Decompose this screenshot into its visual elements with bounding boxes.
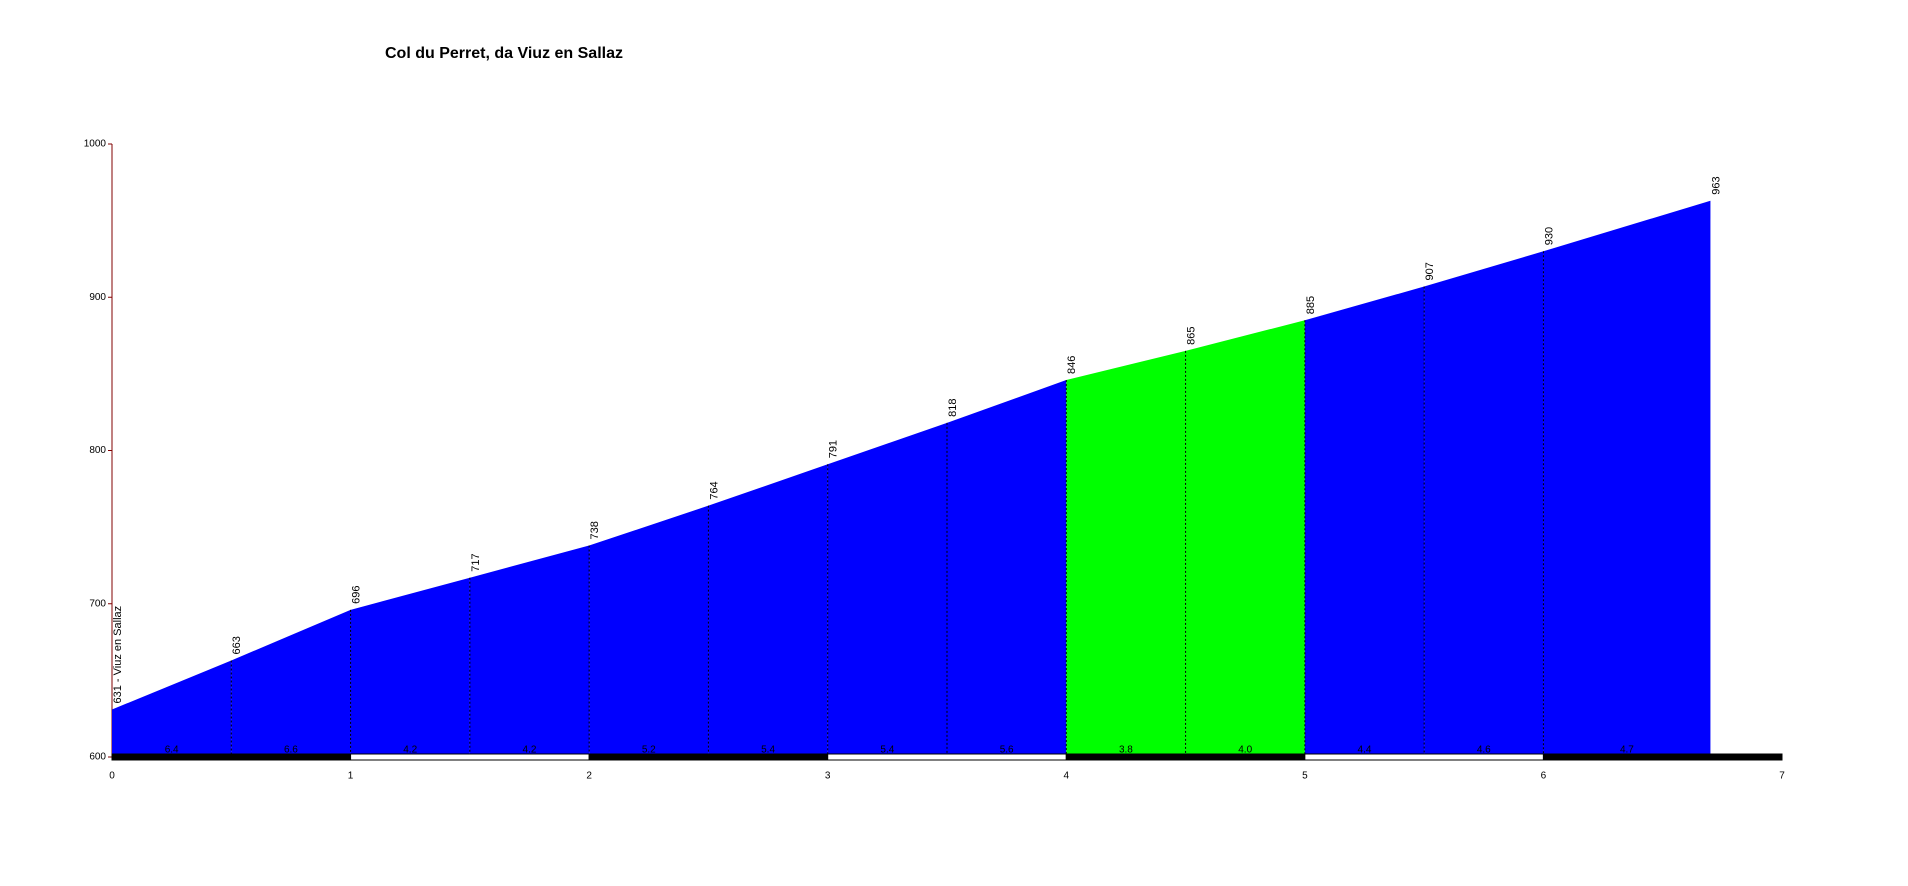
km-bar (1542, 753, 1783, 761)
gradient-label: 4.6 (1477, 745, 1491, 756)
km-bar (1304, 753, 1544, 761)
profile-segment (112, 660, 232, 757)
elevation-label: 791 (828, 440, 840, 458)
y-tick-label: 700 (89, 598, 106, 609)
gradient-label: 6.4 (165, 745, 179, 756)
gradient-label: 5.2 (642, 745, 656, 756)
elevation-label: 663 (231, 636, 243, 654)
x-tick-label: 6 (1541, 771, 1547, 782)
profile-segment (708, 464, 828, 757)
elevation-label: 963 (1710, 176, 1722, 194)
profile-segment (1066, 350, 1186, 757)
km-bar (1065, 753, 1306, 761)
elevation-label: 907 (1424, 262, 1436, 280)
x-tick-label: 4 (1064, 771, 1070, 782)
elevation-label: 930 (1543, 227, 1555, 245)
y-tick-label: 1000 (84, 139, 107, 150)
elevation-label: 738 (589, 521, 601, 539)
profile-segment (1424, 251, 1544, 757)
gradient-label: 5.4 (761, 745, 775, 756)
profile-segment (350, 577, 470, 757)
profile-segment (1185, 320, 1305, 757)
elevation-label: 885 (1305, 296, 1317, 314)
elevation-label: 764 (708, 481, 720, 499)
profile-segment (947, 380, 1067, 757)
profile-segment (231, 609, 351, 757)
profile-segment (1543, 200, 1711, 757)
gradient-label: 3.8 (1119, 745, 1133, 756)
x-tick-label: 7 (1779, 771, 1785, 782)
profile-segment (1304, 286, 1425, 757)
gradient-label: 5.4 (880, 745, 894, 756)
x-tick-label: 1 (348, 771, 354, 782)
gradient-label: 4.0 (1238, 745, 1252, 756)
chart-title: Col du Perret, da Viuz en Sallaz (385, 45, 623, 62)
gradient-label: 5.6 (1000, 745, 1014, 756)
elevation-label: 717 (470, 553, 482, 571)
gradient-label: 4.7 (1620, 745, 1634, 756)
km-bar (111, 753, 352, 761)
gradient-label: 4.2 (523, 745, 537, 756)
elevation-label: 631 - Viuz en Sallaz (112, 606, 124, 704)
gradient-label: 4.4 (1358, 745, 1372, 756)
y-tick-label: 800 (89, 445, 106, 456)
km-bar (827, 753, 1067, 761)
y-tick-label: 600 (89, 752, 106, 763)
elevation-label: 818 (947, 399, 959, 417)
y-tick-label: 900 (89, 292, 106, 303)
profile-segment (589, 505, 709, 757)
profile-segment (827, 422, 947, 757)
elevation-label: 846 (1066, 356, 1078, 374)
km-bar (350, 753, 590, 761)
profile-segment (469, 545, 590, 757)
x-tick-label: 2 (586, 771, 592, 782)
gradient-label: 6.6 (284, 745, 298, 756)
x-tick-label: 3 (825, 771, 831, 782)
x-tick-label: 5 (1302, 771, 1308, 782)
elevation-label: 865 (1185, 327, 1197, 345)
elevation-label: 696 (350, 586, 362, 604)
gradient-label: 4.2 (403, 745, 417, 756)
x-tick-label: 0 (109, 771, 115, 782)
km-bar (588, 753, 829, 761)
